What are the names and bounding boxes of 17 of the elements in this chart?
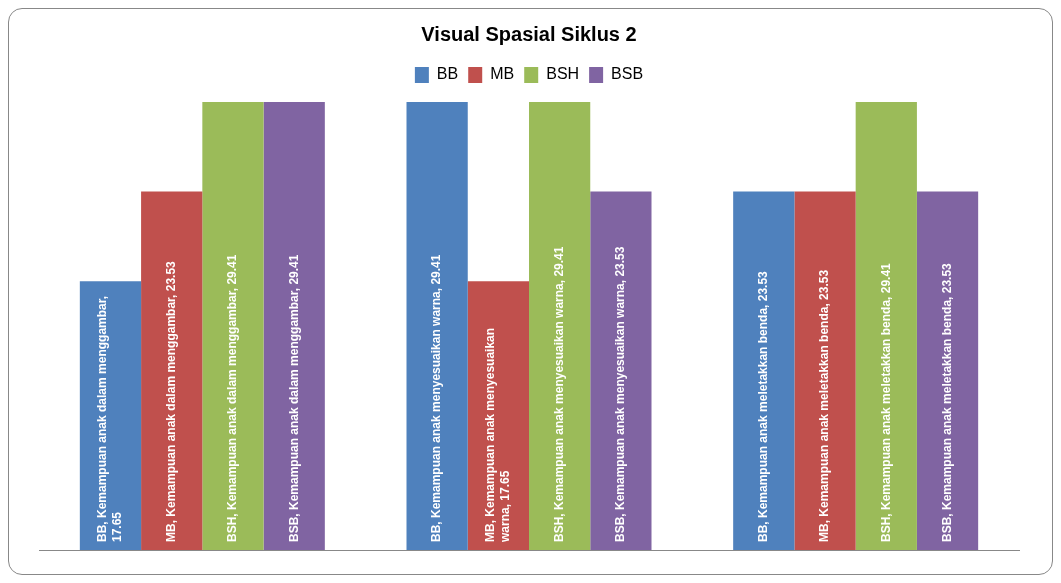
data-label: BSB, Kemampuan anak meletakkan benda, 23.53 bbox=[939, 262, 954, 542]
data-label: BSH, Kemampuan anak meletakkan benda, 29.41 bbox=[878, 262, 893, 542]
data-label: MB, Kemampuan anak menyesuaikan warna, 17.65 bbox=[483, 327, 513, 543]
data-label: BSB, Kemampuan anak dalam menggambar, 29.41 bbox=[286, 254, 301, 542]
data-label: BB, Kemampuan anak menyesuaikan warna, 29.41 bbox=[429, 254, 444, 542]
data-label: MB, Kemampuan anak meletakkan benda, 23.53 bbox=[817, 269, 832, 542]
legend-label: MB bbox=[490, 65, 515, 83]
data-label: BSH, Kemampuan anak dalam menggambar, 29.41 bbox=[225, 254, 240, 542]
data-label: BSB, Kemampuan anak menyesuaikan warna, 23.53 bbox=[613, 246, 628, 542]
data-label: BSH, Kemampuan anak menyesuaikan warna, 29.41 bbox=[551, 246, 566, 542]
chart-title: Visual Spasial Siklus 2 bbox=[421, 22, 637, 45]
data-label: MB, Kemampuan anak dalam menggambar, 23.53 bbox=[164, 260, 179, 542]
data-label: BB, Kemampuan anak meletakkan benda, 23.53 bbox=[756, 270, 771, 542]
legend-label: BSH bbox=[546, 65, 580, 83]
legend-label: BSB bbox=[611, 65, 644, 83]
legend-label: BB bbox=[436, 65, 459, 83]
data-label: BB, Kemampuan anak dalam menggambar, 17.65 bbox=[95, 295, 125, 542]
